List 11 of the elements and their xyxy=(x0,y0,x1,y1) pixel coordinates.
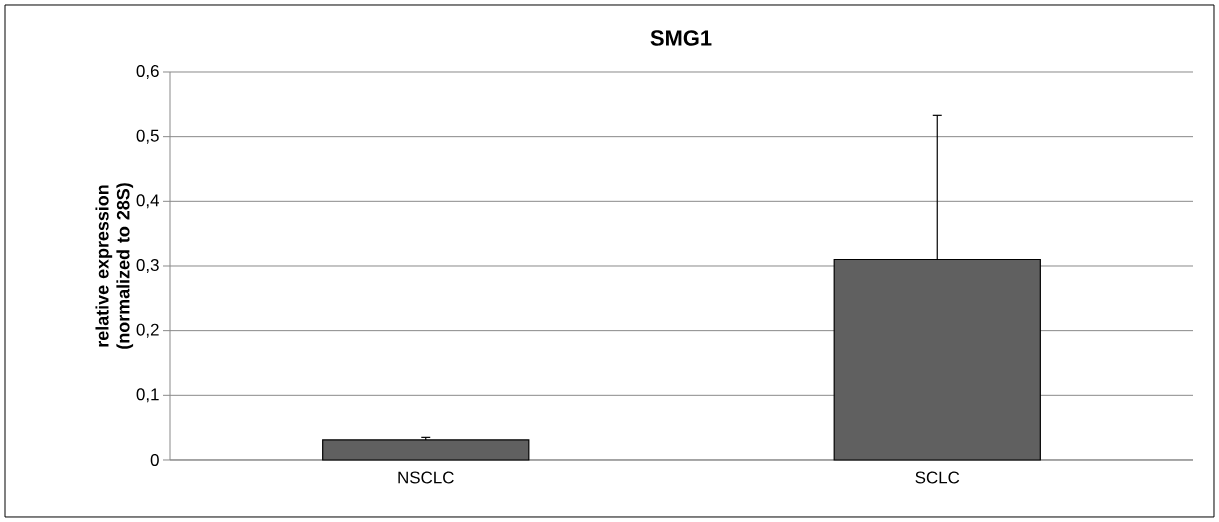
chart-title: SMG1 xyxy=(650,30,712,46)
y-tick-label: 0,5 xyxy=(136,129,159,144)
y-tick-label: 0,2 xyxy=(136,323,159,338)
y-tick-label: 0,4 xyxy=(136,194,159,209)
x-tick-label: SCLC xyxy=(915,471,960,484)
y-tick-label: 0,3 xyxy=(136,258,159,273)
y-tick-label: 0,1 xyxy=(136,388,159,403)
y-tick-label: 0 xyxy=(150,453,159,466)
y-tick-label: 0,6 xyxy=(136,64,159,79)
y-axis-title: relative expression (normalized to 28S) xyxy=(95,183,134,349)
x-tick-label: NSCLC xyxy=(398,471,454,484)
